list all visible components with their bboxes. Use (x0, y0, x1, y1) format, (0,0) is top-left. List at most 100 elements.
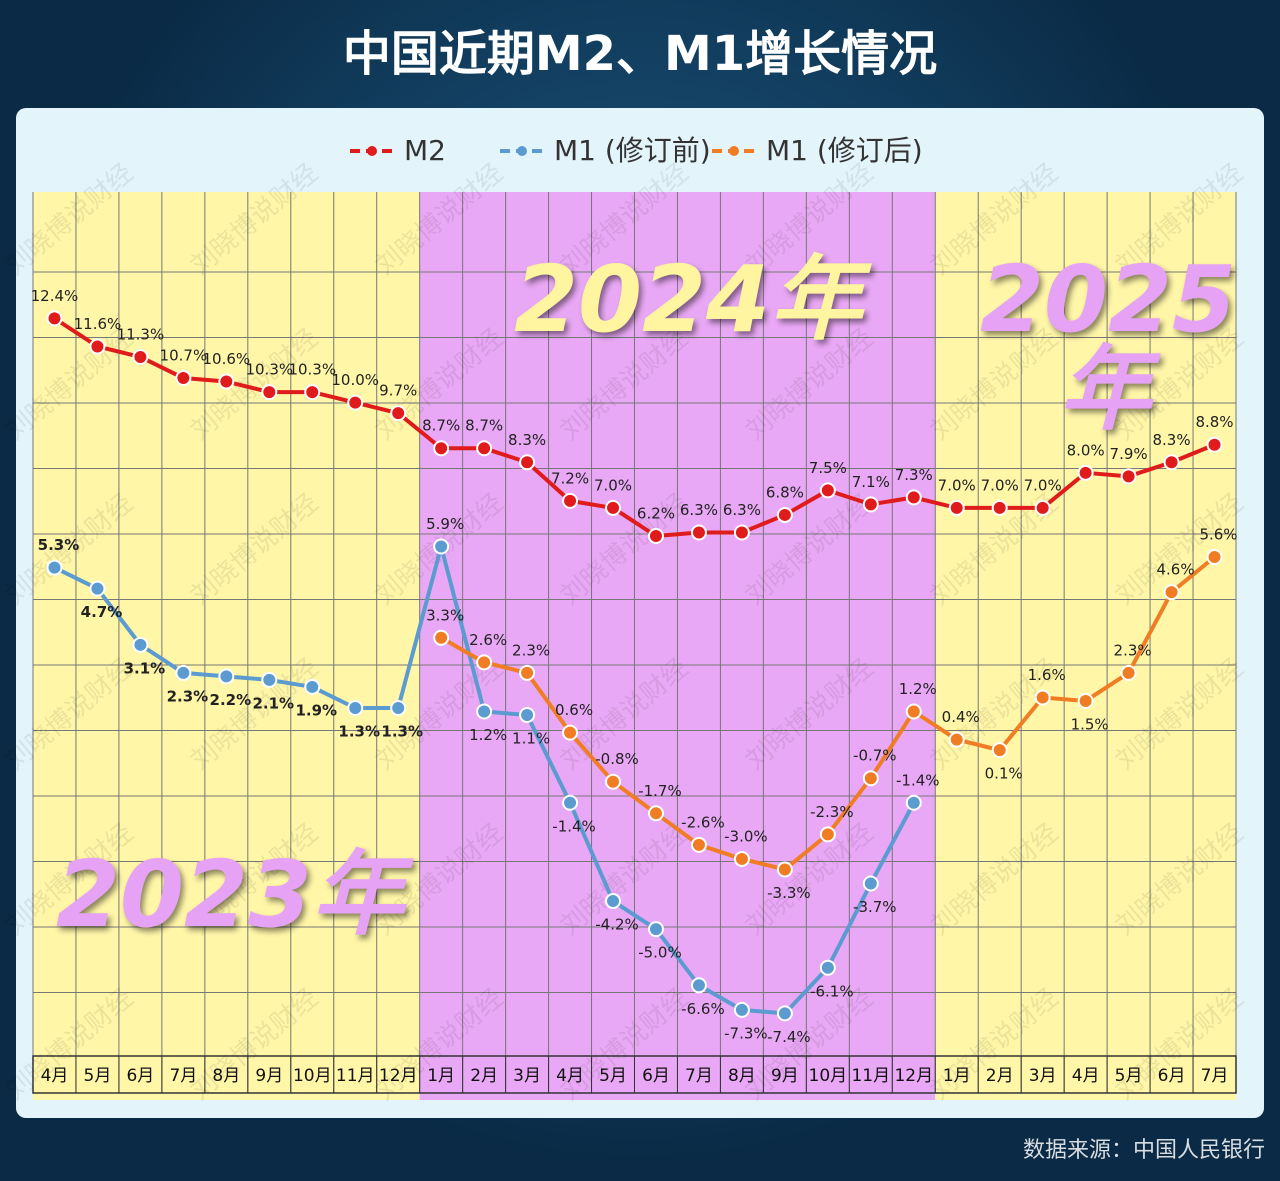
source: 数据来源：中国人民银行 (1023, 1138, 1265, 1163)
data-point (862, 770, 879, 787)
year-label: 2023年 (55, 841, 405, 948)
data-point (519, 664, 536, 681)
data-label: -2.3% (810, 803, 854, 821)
data-label: 4.6% (1156, 561, 1194, 579)
x-tick-label: 12月 (379, 1066, 418, 1086)
data-point (733, 524, 750, 541)
data-point (819, 959, 836, 976)
x-tick-label: 11月 (851, 1066, 890, 1086)
x-tick-label: 6月 (1158, 1066, 1186, 1086)
data-label: 0.4% (942, 708, 980, 726)
data-label: 2.3% (167, 687, 209, 705)
x-tick-label: 8月 (212, 1066, 240, 1086)
data-label: -0.7% (853, 747, 897, 765)
data-point (1034, 499, 1051, 516)
data-point (690, 977, 707, 994)
data-label: 1.5% (1071, 715, 1109, 733)
x-tick-label: 2月 (986, 1066, 1014, 1086)
x-tick-label: 11月 (336, 1066, 375, 1086)
x-tick-label: 1月 (943, 1066, 971, 1086)
data-point (562, 794, 579, 811)
period-band (935, 192, 1236, 1100)
data-label: 2.6% (469, 631, 507, 649)
data-label: 3.1% (124, 659, 166, 677)
data-label: 10.0% (331, 371, 379, 389)
data-point (605, 893, 622, 910)
data-point (733, 1001, 750, 1018)
data-point (89, 580, 106, 597)
data-label: 6.3% (680, 501, 718, 519)
data-label: -0.8% (595, 750, 639, 768)
data-label: -5.0% (638, 944, 682, 962)
data-label: 2.2% (210, 691, 252, 709)
data-label: -6.6% (681, 1000, 725, 1018)
data-point (991, 742, 1008, 759)
data-point (390, 700, 407, 716)
data-point (433, 629, 450, 646)
data-label: 12.4% (31, 287, 79, 305)
x-tick-label: 4月 (556, 1066, 584, 1086)
data-point (476, 703, 493, 720)
data-label: 8.8% (1195, 413, 1233, 431)
data-label: 8.0% (1067, 441, 1105, 459)
data-label: 7.0% (938, 476, 976, 494)
data-point (1077, 692, 1094, 709)
data-point (433, 538, 450, 555)
data-point (1120, 468, 1137, 485)
data-label: -1.4% (896, 771, 940, 789)
x-tick-label: 3月 (513, 1066, 541, 1086)
data-label: 3.3% (426, 606, 464, 624)
data-point (905, 703, 922, 720)
data-label: 0.6% (555, 701, 593, 719)
data-label: 7.2% (551, 469, 589, 487)
data-label: 11.3% (117, 325, 165, 343)
year-label: 2025年 (980, 246, 1237, 443)
legend-label: M1 (修订后) (766, 134, 923, 167)
data-point (562, 492, 579, 509)
x-tick-label: 1月 (427, 1066, 455, 1086)
data-label: 2.3% (512, 641, 550, 659)
data-point (948, 731, 965, 748)
data-point (819, 826, 836, 843)
data-point (1077, 464, 1094, 481)
x-tick-label: 5月 (1115, 1066, 1143, 1086)
data-point (690, 524, 707, 541)
data-label: 10.3% (245, 361, 293, 379)
legend-marker (517, 146, 527, 156)
data-label: 7.0% (981, 476, 1019, 494)
data-point (862, 875, 879, 892)
x-tick-label: 4月 (1072, 1066, 1100, 1086)
x-tick-label: 3月 (1029, 1066, 1057, 1086)
data-point (905, 489, 922, 506)
data-label: 1.2% (469, 726, 507, 744)
data-point (605, 773, 622, 790)
data-point (218, 373, 235, 390)
data-point (948, 499, 965, 516)
data-point (46, 310, 63, 327)
data-label: 7.3% (895, 466, 933, 484)
data-point (476, 440, 493, 457)
data-point (519, 454, 536, 471)
data-point (647, 921, 664, 938)
data-label: 10.7% (160, 347, 208, 365)
data-label: 6.8% (766, 483, 804, 501)
data-label: 10.3% (288, 361, 336, 379)
data-label: 7.5% (809, 459, 847, 477)
data-label: 6.3% (723, 501, 761, 519)
data-point (647, 528, 664, 544)
data-label: -1.4% (552, 817, 596, 835)
data-point (519, 707, 536, 724)
data-point (175, 664, 192, 681)
x-tick-label: 2月 (470, 1066, 498, 1086)
data-label: 5.6% (1199, 526, 1237, 544)
data-label: 1.3% (381, 723, 423, 741)
data-label: -2.6% (681, 813, 725, 831)
data-label: -7.4% (767, 1028, 811, 1046)
data-point (347, 700, 364, 716)
data-point (433, 440, 450, 457)
data-label: 2.3% (1114, 641, 1152, 659)
data-point (476, 654, 493, 671)
series-line (53, 316, 1216, 538)
data-label: 8.3% (1152, 431, 1190, 449)
